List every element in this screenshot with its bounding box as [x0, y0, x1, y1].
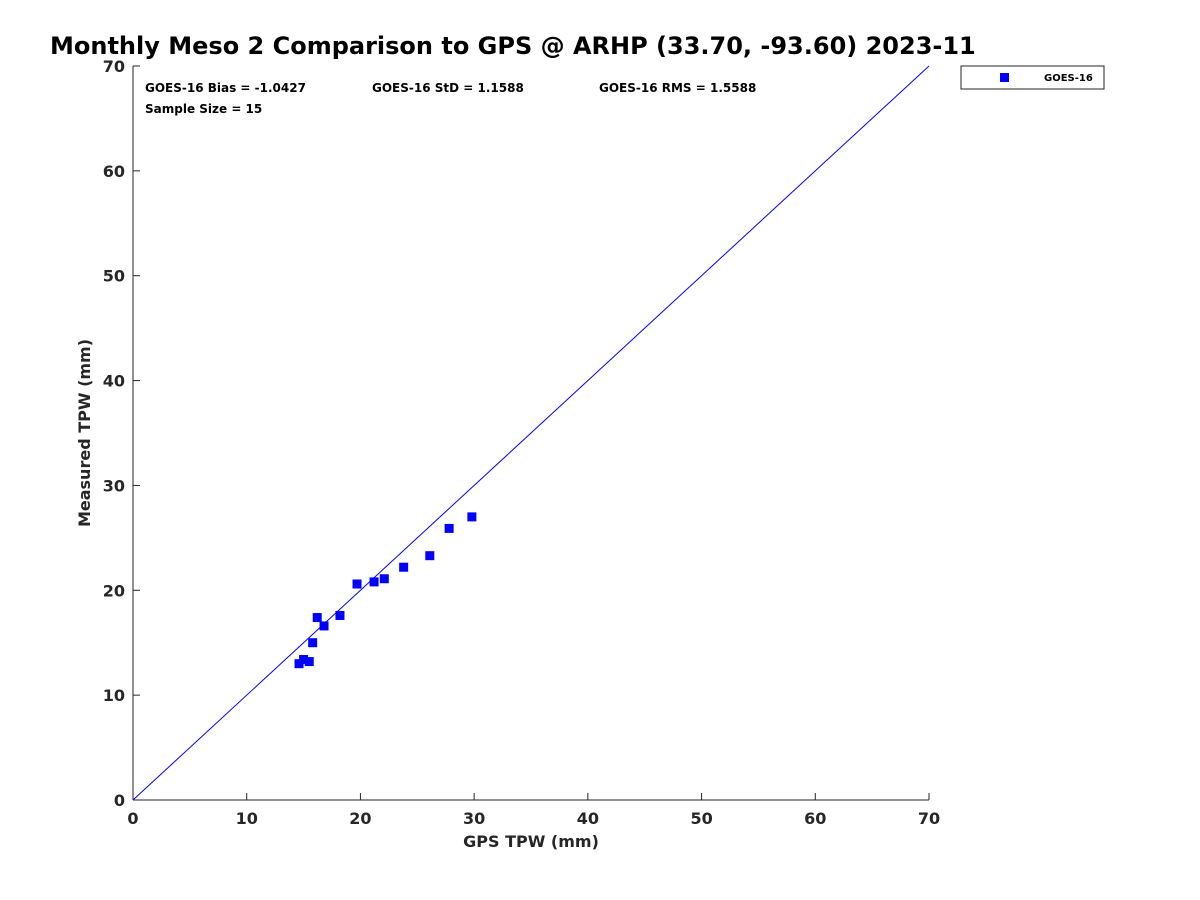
x-tick-label: 10 — [236, 809, 258, 828]
data-point — [299, 654, 309, 664]
x-tick-label: 40 — [577, 809, 599, 828]
data-point — [352, 579, 362, 589]
data-point — [304, 657, 314, 667]
x-tick-label: 50 — [690, 809, 712, 828]
one-to-one-line — [132, 65, 930, 801]
data-point — [379, 574, 389, 584]
data-point — [308, 638, 318, 648]
y-tick-label: 40 — [103, 372, 125, 391]
x-tick-label: 30 — [463, 809, 485, 828]
x-ticks: 0 10 20 30 40 50 60 70 — [127, 793, 940, 828]
x-axis-label: GPS TPW (mm) — [463, 832, 599, 851]
y-tick-label: 30 — [103, 476, 125, 495]
y-tick-label: 10 — [103, 686, 125, 705]
data-point — [335, 610, 345, 620]
legend-box — [960, 65, 1105, 90]
axes — [132, 66, 929, 801]
data-point — [319, 621, 329, 631]
y-tick-label: 70 — [103, 57, 125, 76]
y-tick-label: 60 — [103, 162, 125, 181]
data-point — [467, 512, 477, 522]
data-point — [444, 523, 454, 533]
x-tick-label: 70 — [918, 809, 940, 828]
legend: GOES-16 — [960, 65, 1105, 90]
y-tick-label: 0 — [114, 791, 125, 810]
chart-title: Monthly Meso 2 Comparison to GPS @ ARHP … — [50, 32, 976, 60]
x-tick-label: 20 — [349, 809, 371, 828]
x-tick-label: 0 — [127, 809, 138, 828]
legend-marker-icon — [1000, 73, 1009, 82]
data-point — [294, 659, 304, 669]
rms-annotation: GOES-16 RMS = 1.5588 — [599, 81, 756, 95]
x-tick-label: 60 — [804, 809, 826, 828]
y-tick-label: 50 — [103, 267, 125, 286]
y-ticks: 0 10 20 30 40 50 60 70 — [103, 57, 140, 810]
data-point — [369, 577, 379, 587]
data-point — [399, 562, 409, 572]
bias-annotation: GOES-16 Bias = -1.0427 — [145, 81, 306, 95]
y-tick-label: 20 — [103, 581, 125, 600]
std-annotation: GOES-16 StD = 1.1588 — [372, 81, 524, 95]
data-point — [312, 613, 322, 623]
data-points — [294, 512, 477, 669]
y-axis-label: Measured TPW (mm) — [75, 339, 94, 527]
legend-label: GOES-16 — [1044, 73, 1093, 84]
data-point — [425, 551, 435, 561]
sample-size-annotation: Sample Size = 15 — [145, 102, 262, 116]
